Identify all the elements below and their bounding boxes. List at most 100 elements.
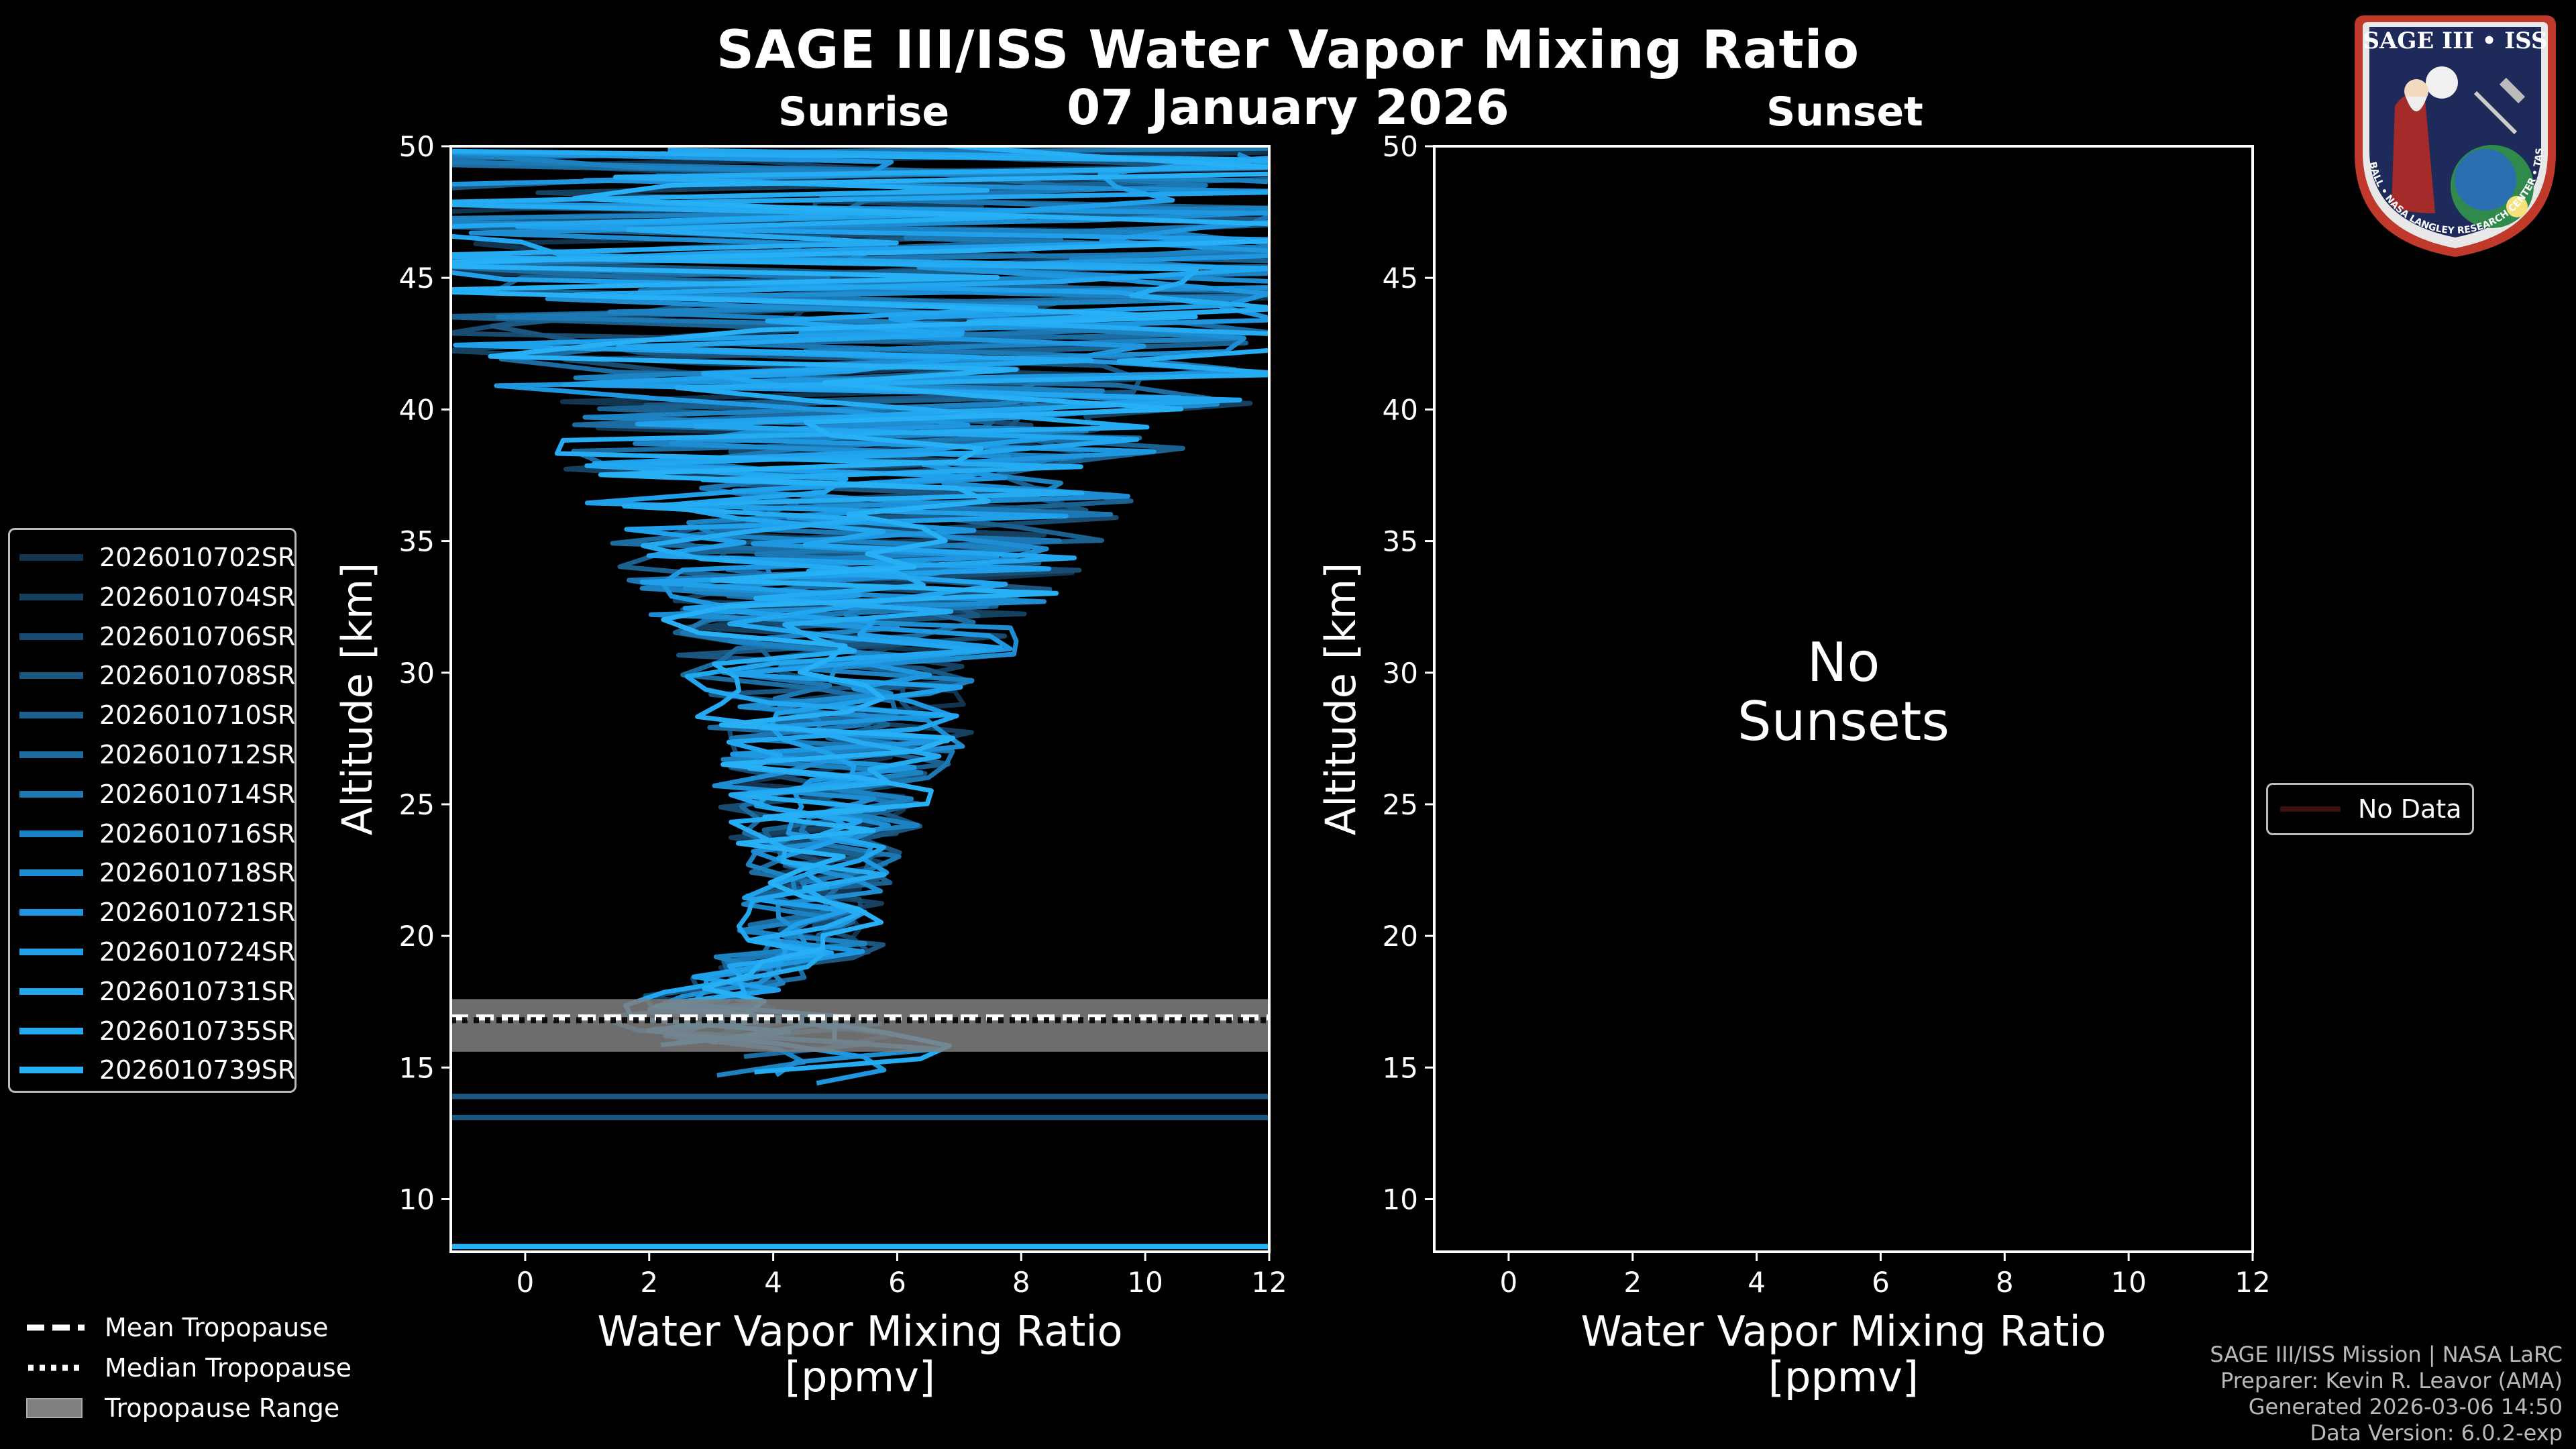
y-tick-label: 20: [1383, 920, 1418, 953]
x-axis-label-units: [ppmv]: [785, 1352, 935, 1401]
chart-date: 07 January 2026: [1067, 79, 1509, 136]
x-tick-label: 8: [1996, 1266, 2014, 1299]
x-tick-label: 2: [1623, 1266, 1642, 1299]
sunset-panel: 0 2 4 6 8 10 12 10 15 20 25 30 35 40 45 50 Water Vapor M…: [1316, 130, 2271, 1401]
legend-swatch: [19, 712, 83, 719]
y-tick-label: 50: [399, 130, 435, 163]
y-tick-label: 10: [399, 1183, 435, 1216]
x-tick-label: 8: [1012, 1266, 1030, 1299]
legend-swatch: [19, 869, 83, 877]
legend-item-2026010704SR: 2026010704SR: [10, 578, 295, 616]
event-legend: 2026010702SR 2026010704SR 2026010706SR 2026…: [8, 528, 297, 1093]
footer-credits: SAGE III/ISS Mission | NASA LaRC Prepare…: [2210, 1342, 2563, 1446]
tropopause-legend: Mean Tropopause Median Tropopause Tropop…: [24, 1308, 400, 1442]
legend-label: 2026010704SR: [99, 582, 296, 612]
y-tick-label: 40: [1383, 393, 1418, 426]
sunset-legend: No Data: [2266, 783, 2474, 835]
y-tick-label: 35: [1383, 525, 1418, 558]
legend-label: 2026010721SR: [99, 898, 296, 928]
x-axis-label: Water Vapor Mixing Ratio: [1580, 1307, 2106, 1356]
x-tick-label: 10: [2110, 1266, 2146, 1299]
legend-median-tropopause: Median Tropopause: [24, 1348, 352, 1387]
legend-label: 2026010735SR: [99, 1016, 296, 1046]
legend-label: 2026010708SR: [99, 661, 296, 691]
dashed-line-swatch: [27, 1324, 85, 1331]
x-axis-label: Water Vapor Mixing Ratio: [597, 1307, 1122, 1356]
no-data-label: No Data: [2358, 794, 2462, 824]
legend-swatch: [19, 1067, 83, 1074]
legend-swatch: [19, 672, 83, 680]
sunset-axes-frame: [1433, 145, 2254, 1253]
legend-item-2026010735SR: 2026010735SR: [10, 1012, 295, 1051]
sunrise-panel: 0 2 4 6 8 10 12 10 15 20 25 30 35 40 45 50 Water Vapor M…: [333, 130, 1287, 1401]
sunset-panel-title: Sunset: [1766, 89, 1923, 136]
y-tick-label: 50: [1383, 130, 1418, 163]
dotted-line-swatch: [28, 1364, 85, 1371]
no-sunsets-text-1: No: [1807, 631, 1880, 694]
profile-line-2026010735SR: [451, 148, 1269, 1075]
footer-version: Data Version: 6.0.2-exp: [2310, 1420, 2563, 1446]
legend-mean-tropopause: Mean Tropopause: [24, 1308, 328, 1347]
y-tick-label: 30: [399, 657, 435, 690]
legend-item-2026010714SR: 2026010714SR: [10, 775, 295, 814]
sunrise-panel-title: Sunrise: [778, 89, 950, 136]
footer-generated: Generated 2026-03-06 14:50: [2248, 1394, 2563, 1419]
y-tick-label: 35: [399, 525, 435, 558]
legend-swatch: [19, 987, 83, 995]
legend-swatch: [19, 909, 83, 916]
legend-label: 2026010714SR: [99, 779, 296, 809]
legend-swatch: [19, 949, 83, 955]
profile-line-2026010718SR: [468, 152, 1269, 1077]
legend-item-2026010708SR: 2026010708SR: [10, 656, 295, 695]
profile-line-2026010739SR: [451, 146, 1269, 1041]
y-axis-label: Altitude [km]: [333, 563, 382, 836]
y-tick-label: 45: [399, 262, 435, 294]
no-sunsets-text-2: Sunsets: [1737, 690, 1949, 753]
legend-label: 2026010712SR: [99, 740, 296, 769]
footer-preparer: Preparer: Kevin R. Leavor (AMA): [2220, 1368, 2563, 1393]
legend-label: 2026010706SR: [99, 621, 296, 651]
legend-swatch: [19, 830, 83, 837]
legend-item-2026010706SR: 2026010706SR: [10, 617, 295, 656]
legend-tropopause-range: Tropopause Range: [24, 1389, 339, 1428]
y-tick-label: 40: [399, 393, 435, 426]
legend-label: 2026010716SR: [99, 818, 296, 849]
legend-label: 2026010731SR: [99, 976, 296, 1006]
y-tick-label: 10: [1383, 1183, 1418, 1216]
x-axis-label-units: [ppmv]: [1768, 1352, 1919, 1401]
y-tick-label: 25: [1383, 788, 1418, 821]
legend-swatch: [19, 1027, 83, 1034]
x-tick-label: 10: [1127, 1266, 1163, 1299]
legend-label: 2026010739SR: [99, 1055, 296, 1085]
legend-item-2026010710SR: 2026010710SR: [10, 696, 295, 735]
x-tick-label: 4: [1748, 1266, 1766, 1299]
chart-title: SAGE III/ISS Water Vapor Mixing Ratio: [716, 20, 1860, 80]
footer-mission: SAGE III/ISS Mission | NASA LaRC: [2210, 1342, 2563, 1367]
legend-label: 2026010702SR: [99, 543, 296, 572]
legend-swatch: [19, 751, 83, 758]
legend-item-2026010712SR: 2026010712SR: [10, 735, 295, 774]
x-tick-label: 6: [1872, 1266, 1890, 1299]
legend-swatch: [19, 554, 83, 561]
y-axis-label: Altitude [km]: [1316, 563, 1365, 836]
y-tick-label: 15: [399, 1051, 435, 1084]
x-tick-label: 12: [2235, 1266, 2270, 1299]
legend-item-2026010721SR: 2026010721SR: [10, 893, 295, 932]
x-tick-label: 6: [888, 1266, 906, 1299]
range-swatch: [26, 1398, 83, 1418]
y-tick-label: 30: [1383, 657, 1418, 690]
logo-title: SAGE III • ISS: [2363, 28, 2547, 54]
legend-median-tropopause-label: Median Tropopause: [105, 1353, 352, 1383]
y-tick-label: 45: [1383, 262, 1418, 294]
sage-iii-iss-logo: SAGE III • ISS BALL • NASA LANGLEY RESEA…: [2341, 12, 2556, 257]
legend-tropopause-range-label: Tropopause Range: [105, 1393, 340, 1423]
y-tick-label: 20: [399, 920, 435, 953]
legend-swatch: [19, 593, 83, 600]
legend-label: 2026010710SR: [99, 700, 296, 731]
x-tick-label: 4: [764, 1266, 782, 1299]
tropopause-range-band: [451, 999, 1269, 1052]
y-tick-label: 25: [399, 788, 435, 821]
sunrise-axes-frame: [449, 145, 1271, 1253]
legend-item-2026010702SR: 2026010702SR: [10, 538, 295, 577]
legend-item-2026010724SR: 2026010724SR: [10, 932, 295, 971]
